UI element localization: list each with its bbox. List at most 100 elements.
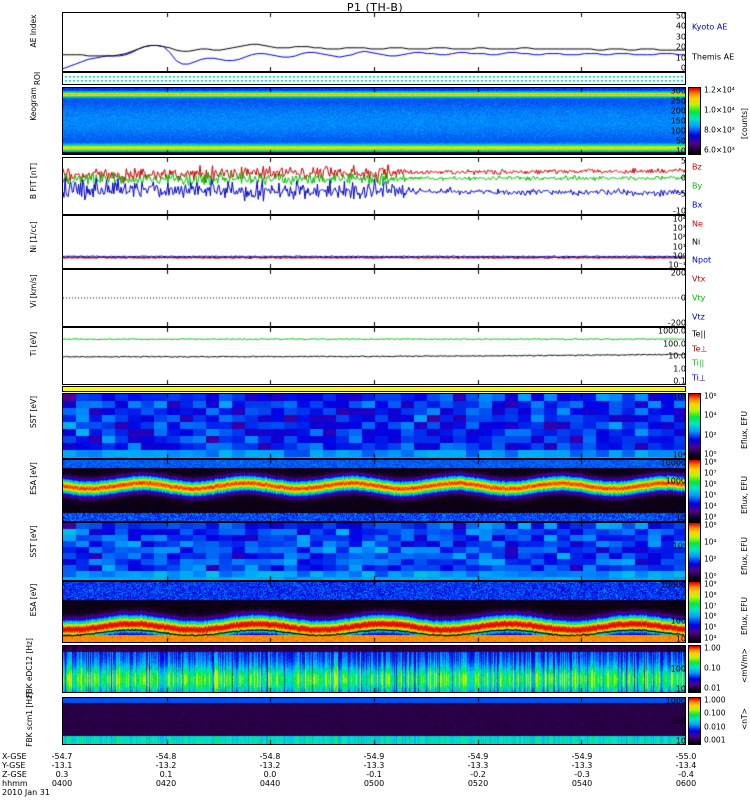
plot-area-keogram (63, 88, 685, 154)
colorbar-tick-esa-electron: 10⁸ (704, 457, 717, 467)
xaxis-tick-value: 0600 (675, 779, 697, 788)
xaxis-tick-value: 0.3 (55, 770, 69, 779)
trace-legend-vtz: Vtz (692, 312, 705, 322)
xaxis-tick-value: -0.1 (366, 770, 382, 779)
panel-ti (62, 327, 686, 385)
trace-legend-kyotoae: Kyoto AE (692, 22, 728, 32)
colorbar-title-esa-electron: Eflux, EFU (740, 475, 749, 514)
y-tick-keogram: 50 (675, 136, 686, 146)
colorbar-tick-fbk-edc12: 0.01 (704, 683, 721, 693)
y-tick-vi: 200 (670, 268, 686, 278)
colorbar-sst-electron (688, 393, 701, 459)
y-tick-sst-electron: 10⁴ (672, 450, 686, 460)
panel-esa-electron (62, 459, 686, 522)
y-tick-esa-ion: 100 (670, 616, 686, 626)
plot-area-fbk-edc12 (63, 646, 685, 692)
y-axis-label-vi: Vi [km/s] (29, 273, 38, 308)
panel-sst-electron (62, 393, 686, 459)
plot-area-fbk-scm1 (63, 698, 685, 744)
xaxis-tick-value: 0420 (155, 779, 177, 788)
y-axis-label-ni: Ni [1/cc] (29, 220, 38, 253)
y-tick-b-fit: -10 (672, 206, 686, 216)
y-tick-ae-index: 10 (675, 53, 686, 63)
colorbar-tick-esa-ion: 10⁷ (704, 601, 717, 611)
colorbar-tick-esa-electron: 10⁵ (704, 490, 717, 500)
y-tick-esa-ion: 10 (675, 634, 686, 644)
xaxis-row-label-ygse: Y-GSE (2, 761, 26, 770)
xaxis-tick-value: -13.2 (259, 761, 281, 770)
colorbar-tick-sst-electron: 10⁰ (704, 449, 717, 459)
y-tick-b-fit: 5 (680, 156, 686, 166)
y-tick-ni: 10⁴ (672, 214, 686, 224)
y-tick-ni: 10² (672, 232, 686, 242)
plot-area-b-fit (63, 158, 685, 214)
colorbar-tick-fbk-scm1: 0.010 (704, 722, 726, 732)
panel-ae-index (62, 12, 686, 72)
y-tick-keogram: 150 (670, 116, 686, 126)
plot-area-sst-ion (63, 523, 685, 580)
y-tick-ni: 10³ (672, 223, 686, 233)
trace-legend-by: By (692, 181, 703, 191)
colorbar-title-fbk-scm1: <nT> (740, 708, 749, 731)
xaxis-row-label-zgse: Z-GSE (2, 770, 27, 779)
colorbar-tick-esa-electron: 10⁴ (704, 501, 717, 511)
y-tick-fbk-edc12: 1000 (665, 644, 686, 654)
y-tick-esa-electron: 10 (675, 513, 686, 523)
colorbar-tick-esa-ion: 10⁹ (704, 579, 717, 589)
y-tick-fbk-edc12: 100 (670, 664, 686, 674)
trace-legend-ne: Ne (692, 219, 703, 229)
xaxis-tick-value: -0.3 (574, 770, 590, 779)
xaxis-tick-value: -13.3 (571, 761, 593, 770)
colorbar-tick-esa-ion: 10⁶ (704, 611, 717, 621)
xaxis-tick-value: -0.4 (678, 770, 694, 779)
y-tick-esa-electron: 1000 (665, 476, 686, 486)
xaxis-tick-value: -55.0 (675, 752, 697, 761)
trace-legend-ti: Ti⊥ (692, 373, 706, 383)
panel-roi (62, 72, 686, 85)
panel-separator-bar (62, 386, 686, 392)
trace-legend-ni: Ni (692, 237, 701, 247)
trace-legend-te: Te⊥ (692, 344, 708, 354)
y-tick-ti: 1000.0 (658, 326, 686, 336)
y-axis-label-b-fit: B FIT [nT] (29, 162, 38, 200)
y-tick-sst-ion: 10⁵ (672, 541, 686, 551)
y-tick-keogram: 250 (670, 96, 686, 106)
xaxis-tick-value: 0440 (259, 779, 281, 788)
y-tick-esa-ion: 1000 (665, 598, 686, 608)
colorbar-tick-keogram: 1.0×10⁴ (704, 105, 735, 115)
colorbar-tick-keogram: 1.2×10⁴ (704, 85, 735, 95)
plot-area-vi (63, 270, 685, 326)
page-title: P1 (TH-B) (346, 1, 404, 14)
y-tick-fbk-scm1: 100 (670, 716, 686, 726)
colorbar-tick-sst-electron: 10⁴ (704, 410, 717, 420)
xaxis-tick-value: 0400 (51, 779, 73, 788)
colorbar-tick-sst-electron: 10⁶ (704, 391, 717, 401)
plot-area-esa-ion (63, 582, 685, 642)
panel-fbk-edc12 (62, 645, 686, 693)
xaxis-tick-value: -54.9 (363, 752, 385, 761)
plot-area-ni (63, 216, 685, 268)
panel-fbk-scm1 (62, 697, 686, 745)
trace-legend-bz: Bz (692, 162, 702, 172)
y-tick-esa-electron: 100 (670, 495, 686, 505)
panel-b-fit (62, 157, 686, 215)
colorbar-tick-fbk-scm1: 0.001 (704, 735, 726, 745)
xaxis-tick-value: 0520 (467, 779, 489, 788)
y-tick-ae-index: 30 (675, 32, 686, 42)
xaxis-tick-value: -13.1 (51, 761, 73, 770)
colorbar-tick-fbk-edc12: 1.00 (704, 643, 721, 653)
y-axis-label-sst-ion: SST [eV] (29, 525, 38, 558)
plot-area-ti (63, 328, 685, 384)
y-tick-b-fit: 0 (680, 173, 686, 183)
xaxis-row-label-hhmm: hhmm (2, 779, 28, 788)
y-tick-b-fit: -5 (678, 189, 686, 199)
xaxis-tick-value: -54.9 (571, 752, 593, 761)
colorbar-tick-esa-electron: 10⁶ (704, 479, 717, 489)
panel-sst-ion (62, 522, 686, 581)
y-tick-ti: 1.0 (673, 364, 686, 373)
plot-area-esa-electron (63, 460, 685, 521)
y-tick-ae-index: 50 (675, 11, 686, 21)
trace-legend-themisae: Themis AE (692, 52, 735, 62)
colorbar-title-keogram: [counts] (740, 108, 749, 140)
colorbar-title-sst-ion: Eflux, EFU (740, 536, 749, 575)
